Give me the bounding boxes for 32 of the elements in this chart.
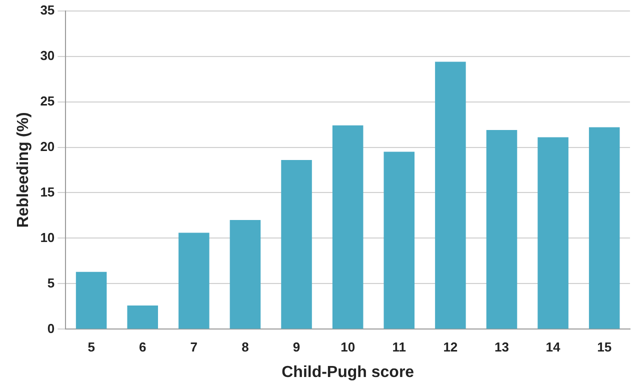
x-tick-label: 10 <box>340 340 356 355</box>
x-tick-label: 7 <box>190 340 198 355</box>
x-tick-label: 6 <box>139 340 146 355</box>
y-tick-label: 10 <box>40 230 55 245</box>
bar <box>435 62 466 329</box>
y-tick-label: 25 <box>40 93 55 108</box>
bar <box>588 127 620 329</box>
x-tick-label: 11 <box>392 340 406 355</box>
bar <box>127 306 158 329</box>
x-tick-label: 14 <box>546 340 562 355</box>
bar <box>281 160 312 329</box>
bar <box>384 152 415 329</box>
bar <box>332 125 364 329</box>
bar <box>486 130 518 329</box>
x-axis-title: Child-Pugh score <box>282 364 414 381</box>
bar <box>230 220 261 329</box>
y-tick-label: 5 <box>47 275 55 290</box>
x-tick-label: 8 <box>242 340 249 355</box>
bar <box>538 137 568 329</box>
bar <box>178 232 210 329</box>
y-tick-label: 35 <box>40 2 55 18</box>
bar <box>76 272 107 329</box>
y-tick-label: 20 <box>40 138 55 154</box>
x-tick-label: 15 <box>597 340 612 355</box>
x-tick-label: 13 <box>494 340 509 355</box>
y-axis-title: Rebleeding (%) <box>15 112 32 228</box>
x-tick-label: 5 <box>88 340 95 355</box>
y-tick-label: 30 <box>40 48 55 63</box>
y-tick-label: 0 <box>47 320 55 336</box>
x-tick-label: 9 <box>292 340 300 355</box>
y-tick-label: 15 <box>40 184 55 200</box>
x-tick-label: 12 <box>443 340 458 355</box>
